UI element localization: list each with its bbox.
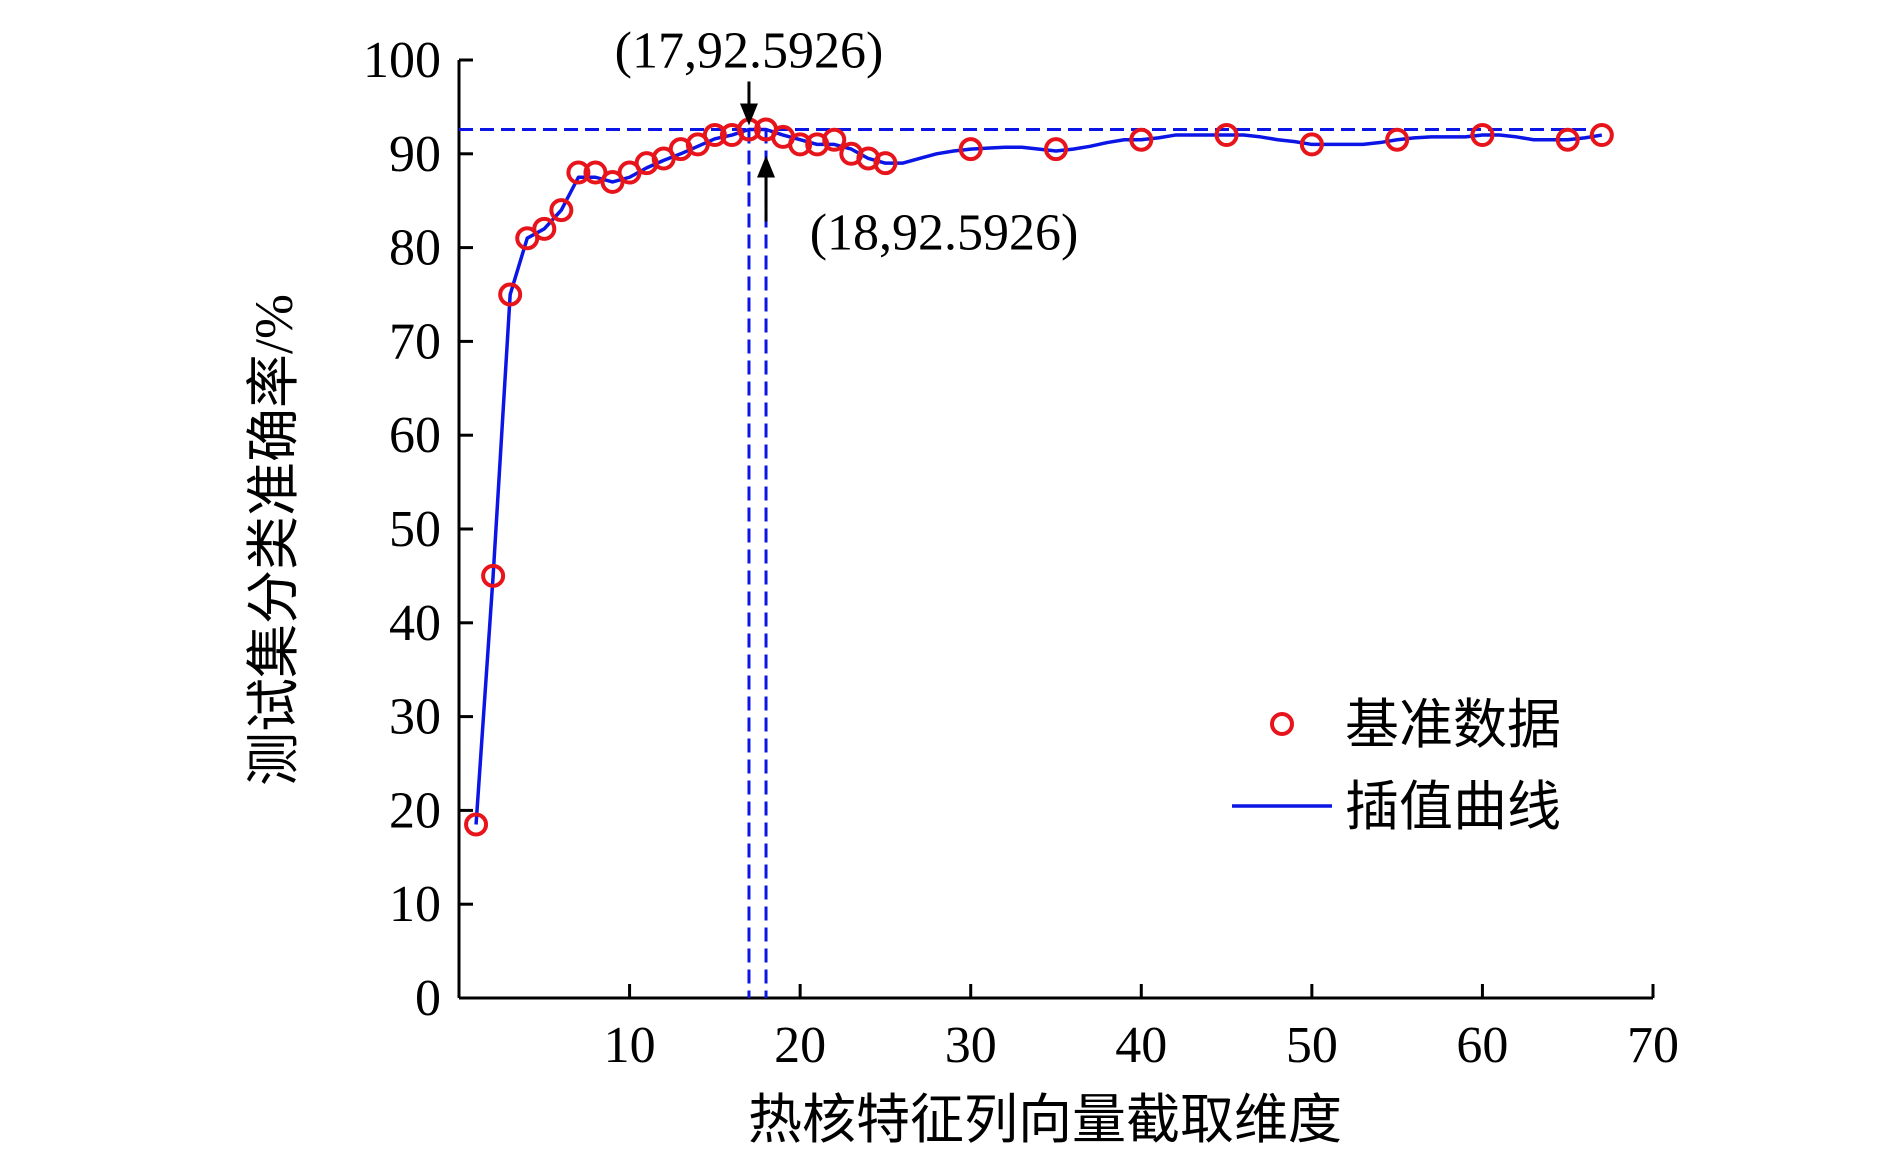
x-axis-title: 热核特征列向量截取维度 xyxy=(748,1090,1342,1150)
data-point xyxy=(1385,127,1410,152)
legend-marker-circle xyxy=(1270,712,1294,736)
y-tick-label: 70 xyxy=(389,313,441,370)
data-point xyxy=(1214,123,1239,148)
x-tick-label: 40 xyxy=(1115,1017,1167,1074)
annotation-arrow-head xyxy=(739,103,758,126)
y-tick-label: 90 xyxy=(389,126,441,183)
data-point xyxy=(481,563,506,588)
y-tick-label: 60 xyxy=(389,407,441,464)
data-point xyxy=(873,151,898,176)
data-point xyxy=(464,812,489,837)
data-point xyxy=(498,282,523,307)
data-point xyxy=(1129,127,1154,152)
data-point xyxy=(532,216,557,241)
data-point xyxy=(1044,137,1068,162)
data-point xyxy=(822,127,847,152)
y-tick-label: 50 xyxy=(389,501,441,558)
y-tick-label: 10 xyxy=(389,876,441,933)
x-tick-label: 60 xyxy=(1456,1017,1508,1074)
y-tick-label: 80 xyxy=(389,220,441,277)
y-tick-label: 40 xyxy=(389,595,441,652)
reference-lines xyxy=(459,127,1593,998)
interpolated-curve-line xyxy=(474,127,1603,825)
y-tick-label: 0 xyxy=(415,970,441,1027)
data-point xyxy=(1589,123,1614,148)
data-point xyxy=(566,160,591,185)
x-tick-label: 10 xyxy=(604,1017,656,1074)
data-point xyxy=(788,132,813,157)
interpolated-curve-series xyxy=(474,127,1603,825)
y-tick-label: 20 xyxy=(389,782,441,839)
y-axis-title: 测试集分类准确率/% xyxy=(244,294,304,786)
x-tick-label: 30 xyxy=(945,1017,997,1074)
x-tick-label: 70 xyxy=(1627,1017,1679,1074)
annotation-label: (18,92.5926) xyxy=(810,204,1079,261)
y-tick-label: 100 xyxy=(363,32,441,89)
annotation-label: (17,92.5926) xyxy=(615,22,884,79)
data-point xyxy=(549,198,574,223)
legend-label: 插值曲线 xyxy=(1345,777,1561,837)
data-point xyxy=(958,137,983,162)
data-point xyxy=(702,123,727,148)
x-tick-label: 20 xyxy=(774,1017,826,1074)
annotations: (17,92.5926) (18,92.5926) xyxy=(615,22,1079,261)
y-tick-label: 30 xyxy=(389,689,441,746)
axes: 0 10 20 30 40 50 60 70 80 90 100 10 20 30 40 50 60 70 xyxy=(363,32,1679,1074)
x-tick-label: 50 xyxy=(1286,1017,1338,1074)
data-point xyxy=(1470,123,1495,148)
data-point xyxy=(1299,132,1324,157)
annotation-arrow-head xyxy=(757,155,776,178)
data-point xyxy=(1555,127,1580,152)
legend-label: 基准数据 xyxy=(1345,695,1561,755)
